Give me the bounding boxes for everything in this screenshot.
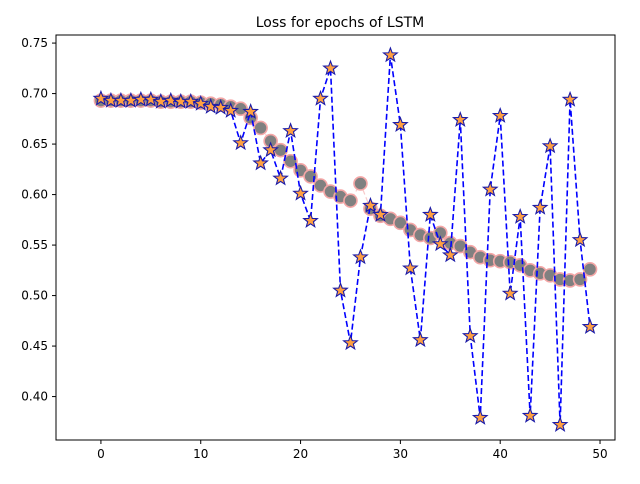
blue-point-9 (182, 92, 200, 109)
blue-point-11 (202, 97, 220, 114)
blue-point-19 (282, 122, 299, 139)
grey-point-16 (253, 120, 268, 136)
blue-point-43 (521, 406, 539, 423)
x-tick-label-0: 0 (97, 447, 105, 461)
chart-title: Loss for epochs of LSTM (256, 15, 425, 31)
series-grey-layer (93, 93, 598, 288)
blue-point-5 (142, 90, 160, 107)
y-tick-label-2: 0.50 (21, 289, 48, 303)
blue-point-34 (431, 235, 449, 252)
grey-point-19 (283, 153, 298, 169)
blue-point-37 (461, 327, 479, 344)
blue-point-7 (162, 91, 180, 108)
blue-point-12 (212, 98, 230, 115)
grey-point-18 (273, 142, 288, 158)
blue-point-47 (561, 90, 579, 107)
blue-point-15 (242, 102, 260, 119)
grey-point-26 (353, 176, 368, 191)
blue-point-28 (372, 205, 389, 222)
blue-point-13 (222, 101, 240, 118)
series-blue-layer (92, 46, 599, 432)
blue-point-49 (581, 318, 599, 334)
blue-series-line (100, 55, 591, 425)
blue-point-18 (272, 169, 289, 186)
blue-point-41 (501, 284, 519, 301)
blue-point-48 (571, 231, 589, 248)
plot-frame (55, 34, 616, 441)
y-tick-label-0: 0.40 (21, 390, 48, 404)
grey-series-line (100, 100, 591, 282)
blue-point-22 (312, 89, 329, 106)
blue-point-23 (322, 59, 339, 76)
grey-point-48 (572, 272, 588, 287)
grey-point-49 (582, 262, 598, 277)
x-tick-label-2: 20 (293, 447, 308, 461)
blue-point-25 (342, 334, 359, 351)
y-tick-label-6: 0.70 (21, 87, 48, 101)
blue-point-29 (382, 46, 399, 63)
blue-point-36 (451, 111, 469, 127)
blue-point-46 (551, 416, 569, 432)
blue-point-39 (481, 180, 499, 197)
x-tick-label-3: 30 (393, 447, 408, 461)
blue-point-44 (531, 198, 549, 215)
y-tick-label-5: 0.65 (21, 137, 48, 151)
blue-point-35 (441, 246, 459, 263)
y-tick-label-3: 0.55 (21, 238, 48, 252)
blue-point-27 (362, 196, 379, 213)
blue-point-42 (511, 208, 529, 224)
blue-point-33 (421, 205, 439, 222)
x-tick-label-1: 10 (193, 447, 208, 461)
blue-point-38 (471, 408, 489, 425)
blue-point-31 (402, 259, 419, 276)
blue-point-30 (392, 116, 409, 132)
blue-point-10 (192, 94, 210, 111)
blue-point-45 (541, 137, 559, 154)
blue-point-14 (232, 134, 250, 151)
blue-point-20 (292, 184, 309, 201)
blue-point-16 (252, 154, 269, 171)
axes-layer: 0 10 20 30 40 50 0.40 0.45 0.50 0.55 0.60 0.65 0.70 0… (21, 34, 616, 461)
y-tick-label-1: 0.45 (21, 339, 48, 353)
blue-point-24 (332, 281, 349, 298)
y-tick-label-7: 0.75 (21, 36, 48, 50)
grey-point-25 (343, 193, 358, 208)
blue-point-26 (352, 248, 369, 265)
grey-point-30 (393, 215, 408, 231)
blue-point-32 (411, 331, 429, 348)
blue-point-40 (491, 107, 509, 123)
blue-point-0 (92, 89, 110, 106)
x-tick-label-5: 50 (592, 447, 607, 461)
x-tick-label-4: 40 (493, 447, 508, 461)
y-tick-label-4: 0.60 (21, 188, 48, 202)
blue-point-21 (302, 212, 319, 228)
blue-point-17 (262, 141, 279, 158)
